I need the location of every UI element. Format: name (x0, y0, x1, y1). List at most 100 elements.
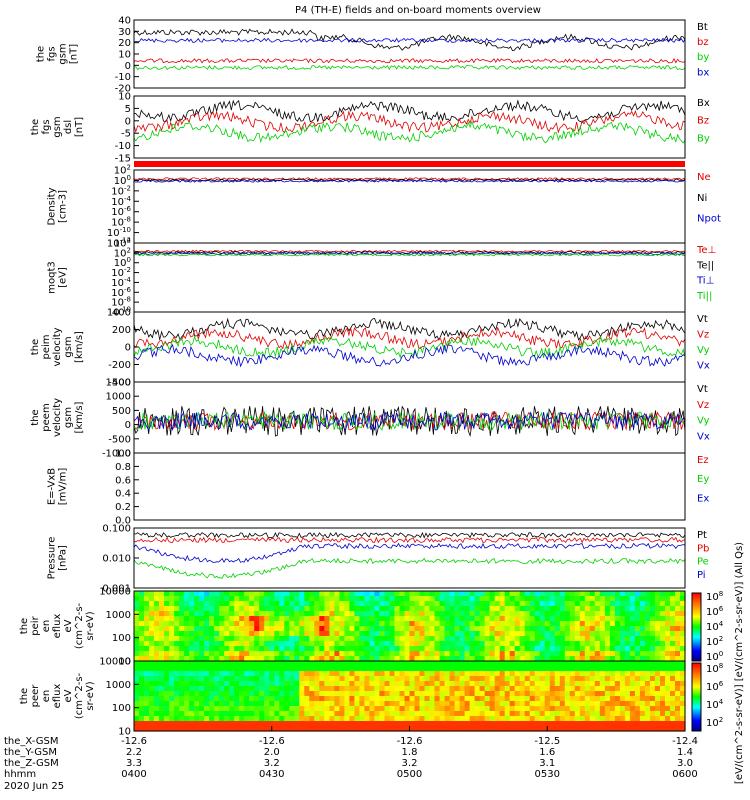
colorbar-tick: 104 (706, 698, 724, 711)
ytick-peim_velocity: 400 (112, 308, 131, 319)
ylabel-temperature: moqt3[eV] (47, 261, 69, 294)
colorbar-tick: 108 (706, 662, 723, 675)
ylabel-peem_velocity: thepeemvelocitygsm[km/s] (30, 398, 85, 437)
ytick-peir_spec: 10000 (99, 587, 131, 598)
series-fgs_gsm-Bt (133, 28, 686, 51)
spectrogram-peer_spec (134, 661, 686, 732)
legend-fgs_gsm-bx: bx (697, 67, 709, 78)
series-peim_velocity-Vy (133, 334, 686, 359)
legend-pressure-Pt: Pt (697, 530, 707, 541)
xrow-value: 0400 (121, 769, 146, 780)
frame-fgs_dsl (133, 95, 686, 159)
frame-pressure (133, 527, 686, 589)
ylabel-peim_velocity: thepeimvelocitygsm[km/s] (30, 327, 85, 366)
legend-density-Ne: Ne (697, 172, 711, 183)
xrow-value: -12.6 (397, 736, 423, 747)
ytick-fgs_dsl: -15 (115, 154, 131, 165)
ylabel-peir_spec: thepeirenefluxeV(cm^2-s-sr-eV) (19, 602, 96, 649)
colorbar-tick: 108 (706, 590, 723, 603)
xrow-value: 3.2 (402, 758, 418, 769)
ytick-fgs_dsl: 10 (118, 92, 131, 103)
ytick-peir_spec: 100 (112, 633, 131, 644)
spectrogram-peir_spec (134, 591, 686, 662)
ylabel-density: Density[cm-3] (47, 187, 69, 225)
ytick-fgs_gsm: 10 (118, 50, 131, 61)
ytick-efield: 1.0 (115, 449, 131, 460)
ylabel-peer_spec: thepeerenefluxeV(cm^2-s-sr-eV) (19, 672, 96, 719)
series-pressure-Pe (133, 557, 686, 579)
xrow-value: 2.2 (126, 747, 142, 758)
colorbar-label: [eV/(cm^2-s-sr-eV)] [eV/(cm^2-s-sr-eV)] … (734, 542, 745, 784)
series-temperature-Te|| (133, 250, 686, 255)
ytick-peem_velocity: 1500 (106, 378, 131, 389)
ytick-peem_velocity: -1000 (102, 449, 131, 460)
ytick-fgs_gsm: -10 (115, 72, 131, 83)
legend-peim_velocity-Vt: Vt (697, 314, 708, 325)
panel-density: NeNiNpot10210010-210-410-610-810-1010-12… (47, 164, 721, 250)
series-pressure-Pt (133, 531, 686, 539)
xrow-value: 0530 (535, 769, 560, 780)
panel-peim_velocity: Vt Vz Vy Vx 400 200 0 -200 -400 thepeimvelocitygs… (30, 308, 710, 389)
xrow-value: 0430 (259, 769, 284, 780)
xrow-label: hhmm (4, 769, 36, 780)
series-peem_velocity-Vx (133, 411, 686, 432)
series-peim_velocity-Vz (133, 326, 686, 350)
series-temperature-Te⊥ (133, 249, 686, 253)
panel-temperature: Te⊥Te||Ti⊥Ti||10410210010-210-410-610-81… (47, 237, 717, 319)
legend-pressure-Pe: Pe (697, 557, 709, 568)
legend-temperature-Ti⊥: Ti⊥ (696, 276, 714, 287)
ytick-fgs_dsl: 5 (125, 104, 131, 115)
xrow-label: the_Z-GSM (4, 758, 59, 769)
legend-peim_velocity-Vy: Vy (697, 345, 710, 356)
legend-peem_velocity-Vx: Vx (697, 431, 710, 442)
ytick-fgs_gsm: 0 (125, 61, 131, 72)
ytick-peem_velocity: -500 (108, 434, 131, 445)
series-temperature-Ti|| (133, 253, 686, 257)
ytick-peim_velocity: 200 (112, 325, 131, 336)
ytick-peer_spec: 100 (112, 703, 131, 714)
ytick-peer_spec: 10000 (99, 657, 131, 668)
colorbar-tick: 102 (706, 716, 723, 729)
legend-fgs_gsm-bz: bz (697, 37, 709, 48)
series-fgs_gsm-bz (133, 57, 686, 64)
colorbar-tick: 106 (706, 605, 724, 618)
series-density-Ne (133, 177, 686, 181)
xrow-value: 3.1 (539, 758, 555, 769)
legend-temperature-Ti||: Ti|| (696, 291, 712, 302)
panel-peir_spec: 10000 1000 100 10 thepeirenefluxeV(cm^2-s-sr… (19, 587, 686, 668)
series-fgs_dsl-Bx (133, 99, 686, 123)
panel-efield: Ez Ey Ex 1.0 0.8 0.6 0.4 0.2 0.0 E=-VxB[mV/m] (47, 449, 710, 527)
xrow-value: 3.3 (126, 758, 142, 769)
ylabel-efield: E=-VxB[mV/m] (47, 468, 69, 506)
ylabel-fgs_dsl: thefgsgsmdsl[nT] (30, 116, 85, 137)
xrow-value: 0600 (672, 769, 697, 780)
ytick-fgs_gsm: 30 (118, 27, 131, 38)
ytick-fgs_dsl: -10 (115, 141, 131, 152)
ytick-efield: 0.0 (115, 516, 131, 527)
ylabel-fgs_gsm: thefgsgsm[nT] (36, 43, 80, 64)
legend-peim_velocity-Vz: Vz (697, 330, 709, 341)
legend-peem_velocity-Vt: Vt (697, 384, 708, 395)
xrow-value: -12.6 (259, 736, 285, 747)
legend-fgs_gsm-by: by (697, 52, 709, 63)
frame-efield (133, 452, 686, 521)
ytick-fgs_gsm: -20 (115, 84, 131, 95)
ytick-peem_velocity: 500 (112, 406, 131, 417)
series-temperature-Ti⊥ (133, 252, 686, 256)
series-peim_velocity-Vt (133, 317, 686, 341)
xrow-value: 1.6 (539, 747, 555, 758)
ytick-efield: 0.2 (115, 502, 131, 513)
legend-pressure-Pb: Pb (697, 543, 709, 554)
legend-fgs_dsl-By: By (697, 133, 710, 144)
legend-density-Npot: Npot (697, 214, 721, 225)
ytick-pressure: 0.010 (102, 554, 131, 565)
ytick-pressure: 0.100 (102, 524, 131, 535)
ytick-fgs_gsm: 20 (118, 38, 131, 49)
xrow-label: the_X-GSM (4, 736, 58, 747)
xrow-label: the_Y-GSM (4, 747, 57, 758)
legend-temperature-Te||: Te|| (696, 260, 714, 271)
flag-band (134, 161, 685, 167)
